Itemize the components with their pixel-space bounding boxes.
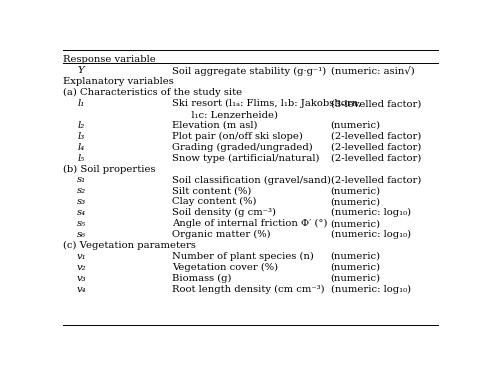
Text: l₂: l₂ [77, 121, 84, 130]
Text: Elevation (m asl): Elevation (m asl) [172, 121, 258, 130]
Text: s₅: s₅ [77, 219, 86, 228]
Text: Clay content (%): Clay content (%) [172, 197, 257, 206]
Text: (numeric): (numeric) [331, 197, 381, 206]
Text: Organic matter (%): Organic matter (%) [172, 230, 271, 239]
Text: (a) Characteristics of the study site: (a) Characteristics of the study site [63, 88, 242, 98]
Text: Grading (graded/ungraded): Grading (graded/ungraded) [172, 143, 313, 152]
Text: v₂: v₂ [77, 263, 87, 272]
Text: (3-levelled factor): (3-levelled factor) [331, 99, 421, 108]
Text: (numeric: log₁₀): (numeric: log₁₀) [331, 230, 411, 239]
Text: Snow type (artificial/natural): Snow type (artificial/natural) [172, 154, 319, 163]
Text: (numeric: asin√): (numeric: asin√) [331, 66, 414, 76]
Text: (2-levelled factor): (2-levelled factor) [331, 132, 421, 141]
Text: (2-levelled factor): (2-levelled factor) [331, 143, 421, 152]
Text: (numeric): (numeric) [331, 263, 381, 272]
Text: Soil density (g cm⁻³): Soil density (g cm⁻³) [172, 208, 276, 217]
Text: l₄: l₄ [77, 143, 84, 152]
Text: (numeric): (numeric) [331, 252, 381, 261]
Text: v₁: v₁ [77, 252, 87, 261]
Text: v₄: v₄ [77, 284, 87, 294]
Text: Silt content (%): Silt content (%) [172, 187, 252, 195]
Text: (2-levelled factor): (2-levelled factor) [331, 176, 421, 184]
Text: Ski resort (l₁ₐ: Flims, l₁b: Jakobshorn,: Ski resort (l₁ₐ: Flims, l₁b: Jakobshorn, [172, 99, 361, 108]
Text: v₃: v₃ [77, 274, 87, 283]
Text: Vegetation cover (%): Vegetation cover (%) [172, 263, 279, 272]
Text: (numeric): (numeric) [331, 121, 381, 130]
Text: s₃: s₃ [77, 197, 86, 206]
Text: Plot pair (on/off ski slope): Plot pair (on/off ski slope) [172, 132, 303, 141]
Text: s₄: s₄ [77, 208, 86, 217]
Text: Angle of internal friction Φ′ (°): Angle of internal friction Φ′ (°) [172, 219, 328, 228]
Text: (2-levelled factor): (2-levelled factor) [331, 154, 421, 163]
Text: l₃: l₃ [77, 132, 84, 141]
Text: s₆: s₆ [77, 230, 86, 239]
Text: Soil aggregate stability (g·g⁻¹): Soil aggregate stability (g·g⁻¹) [172, 66, 326, 75]
Text: Explanatory variables: Explanatory variables [63, 77, 173, 86]
Text: (numeric): (numeric) [331, 187, 381, 195]
Text: Biomass (g): Biomass (g) [172, 274, 232, 283]
Text: (numeric: log₁₀): (numeric: log₁₀) [331, 284, 411, 294]
Text: Response variable: Response variable [63, 56, 155, 64]
Text: l₁c: Lenzerheide): l₁c: Lenzerheide) [182, 110, 278, 119]
Text: (numeric): (numeric) [331, 274, 381, 283]
Text: s₂: s₂ [77, 187, 86, 195]
Text: (numeric: log₁₀): (numeric: log₁₀) [331, 208, 411, 217]
Text: (c) Vegetation parameters: (c) Vegetation parameters [63, 241, 196, 250]
Text: Root length density (cm cm⁻³): Root length density (cm cm⁻³) [172, 284, 325, 294]
Text: (b) Soil properties: (b) Soil properties [63, 164, 155, 174]
Text: s₁: s₁ [77, 176, 86, 184]
Text: Soil classification (gravel/sand): Soil classification (gravel/sand) [172, 176, 331, 185]
Text: Y: Y [77, 66, 84, 75]
Text: l₅: l₅ [77, 154, 84, 163]
Text: Number of plant species (n): Number of plant species (n) [172, 252, 314, 261]
Text: l₁: l₁ [77, 99, 84, 108]
Text: (numeric): (numeric) [331, 219, 381, 228]
